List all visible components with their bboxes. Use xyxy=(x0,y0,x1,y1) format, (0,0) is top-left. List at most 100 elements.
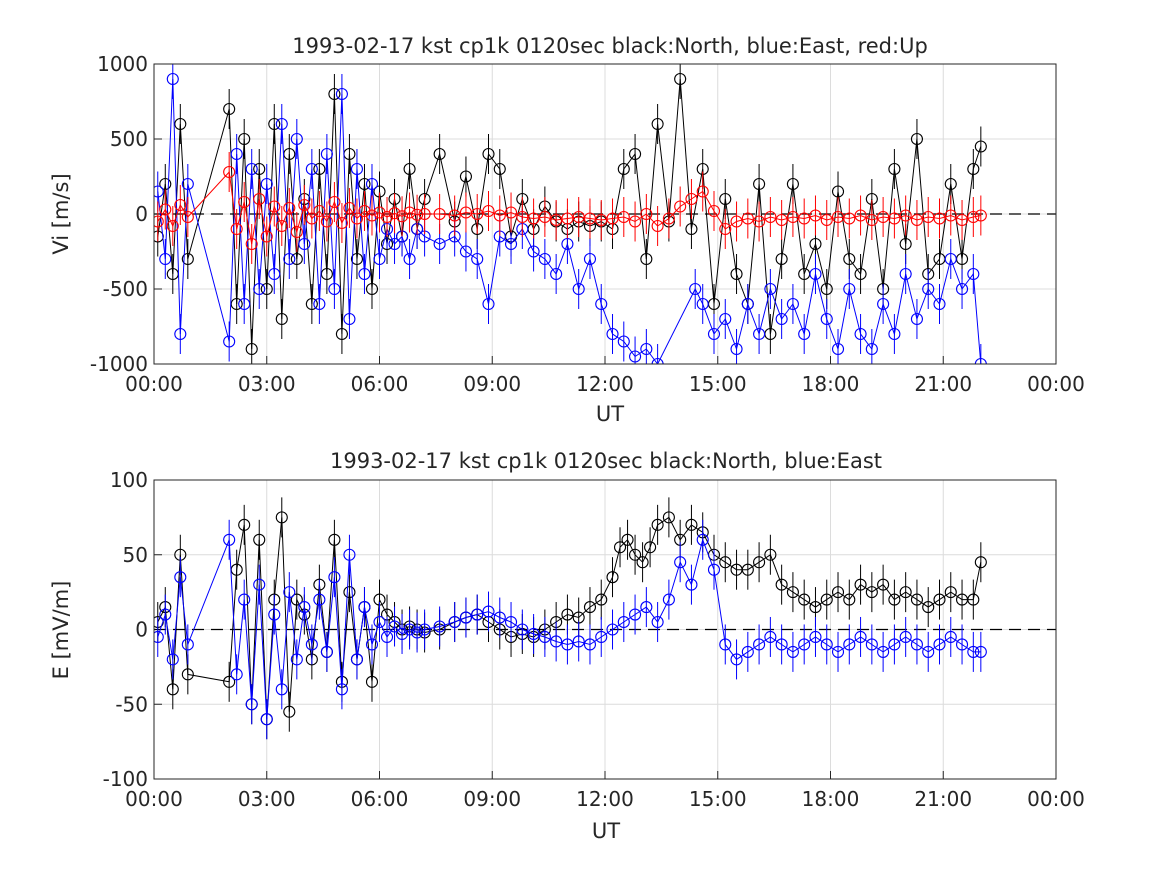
series-line xyxy=(157,170,981,245)
data-point xyxy=(245,342,258,356)
data-point xyxy=(493,209,506,222)
y-tick-label: -100 xyxy=(103,767,148,791)
data-point xyxy=(388,237,401,251)
data-point xyxy=(944,177,957,191)
data-point xyxy=(154,215,164,228)
data-point xyxy=(741,212,754,225)
data-point xyxy=(154,630,164,644)
data-point xyxy=(238,593,251,606)
data-point xyxy=(877,578,890,591)
x-tick-label: 21:00 xyxy=(914,372,972,396)
data-point xyxy=(482,204,495,218)
axes-box xyxy=(153,63,1057,365)
data-point xyxy=(674,72,687,86)
data-point xyxy=(238,195,251,209)
data-point xyxy=(662,212,675,225)
data-point xyxy=(696,297,709,311)
series-line xyxy=(157,516,982,720)
data-point xyxy=(640,601,653,614)
data-point xyxy=(268,608,281,621)
data-point xyxy=(433,237,446,251)
data-point xyxy=(268,267,281,281)
data-point xyxy=(365,177,379,191)
data-point xyxy=(223,675,236,688)
series-line xyxy=(157,78,982,364)
y-tick-label: -500 xyxy=(103,277,148,301)
data-point xyxy=(719,638,732,651)
data-point xyxy=(820,638,833,651)
data-point xyxy=(629,608,642,621)
data-point xyxy=(809,209,822,222)
data-point xyxy=(888,162,901,176)
y-tick-label: -50 xyxy=(115,692,148,716)
data-point xyxy=(493,162,506,176)
data-point xyxy=(843,593,856,606)
data-point xyxy=(933,593,946,606)
data-point xyxy=(380,630,394,644)
data-point xyxy=(260,713,273,726)
data-point xyxy=(617,210,630,224)
plot-area xyxy=(154,64,987,364)
data-point xyxy=(550,635,563,648)
data-point xyxy=(606,571,619,584)
data-point xyxy=(922,282,935,296)
data-point xyxy=(313,204,326,218)
data-point xyxy=(358,177,371,191)
x-tick-label: 15:00 xyxy=(689,372,747,396)
data-point xyxy=(888,638,901,651)
y-tick-label: -1000 xyxy=(90,352,148,376)
data-point xyxy=(350,212,364,225)
data-point xyxy=(764,630,777,644)
data-point xyxy=(482,605,495,618)
data-point xyxy=(636,556,649,569)
x-tick-label: 18:00 xyxy=(802,372,860,396)
data-point xyxy=(899,630,912,644)
data-point xyxy=(719,556,732,569)
data-point xyxy=(230,668,243,681)
data-point xyxy=(471,207,484,221)
data-point xyxy=(651,357,664,364)
data-point xyxy=(181,177,194,191)
data-point xyxy=(343,312,356,326)
data-point xyxy=(305,638,318,651)
data-point xyxy=(843,282,856,296)
data-point xyxy=(298,198,311,212)
data-point xyxy=(910,593,923,606)
data-point xyxy=(388,620,401,633)
data-point xyxy=(775,252,788,266)
data-point xyxy=(786,297,799,311)
data-point xyxy=(689,282,702,296)
data-point xyxy=(350,252,364,266)
data-point xyxy=(516,623,529,636)
data-point xyxy=(365,675,379,688)
data-point xyxy=(181,210,194,224)
data-point xyxy=(504,615,518,629)
data-point xyxy=(899,267,912,281)
data-point xyxy=(820,282,833,296)
data-point xyxy=(290,593,303,606)
data-point xyxy=(365,282,379,296)
data-point xyxy=(775,213,788,227)
data-point xyxy=(685,518,698,531)
data-point xyxy=(820,312,833,326)
data-point xyxy=(260,230,273,243)
data-point xyxy=(707,563,721,576)
data-point xyxy=(166,653,179,666)
data-point xyxy=(696,533,709,546)
data-point xyxy=(538,630,551,644)
data-point xyxy=(798,638,811,651)
data-point xyxy=(238,132,251,146)
data-point xyxy=(753,215,766,228)
data-point xyxy=(974,645,987,658)
data-point xyxy=(482,147,495,161)
data-point xyxy=(730,342,743,356)
data-point xyxy=(798,212,811,225)
data-point xyxy=(245,698,258,711)
data-point xyxy=(253,578,266,591)
data-point xyxy=(482,297,495,311)
x-tick-label: 00:00 xyxy=(125,787,183,811)
axes-box xyxy=(153,479,1057,780)
data-point xyxy=(328,87,341,101)
data-point xyxy=(865,586,878,599)
data-point xyxy=(448,209,461,222)
